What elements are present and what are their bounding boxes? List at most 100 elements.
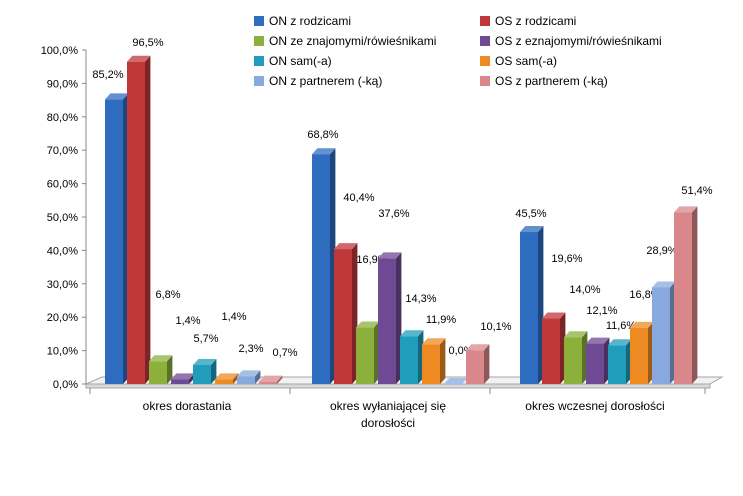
data-label: 11,9% xyxy=(426,314,457,326)
bar-top xyxy=(564,331,588,338)
bar-top xyxy=(466,344,490,351)
data-label: 1,4% xyxy=(221,311,246,323)
legend-label: ON ze znajomymi/rówieśnikami xyxy=(269,34,436,48)
bar-side xyxy=(692,206,698,384)
legend-label: OS z rodzicami xyxy=(495,14,576,28)
bar-top xyxy=(630,321,654,328)
y-tick-label: 20,0% xyxy=(47,312,78,324)
bar xyxy=(259,381,277,384)
bar xyxy=(444,384,462,385)
bar-side xyxy=(211,358,217,384)
bar-top xyxy=(237,370,261,377)
bar-top xyxy=(422,338,446,345)
bar-top xyxy=(378,252,402,259)
data-label: 45,5% xyxy=(515,208,546,220)
y-tick-label: 40,0% xyxy=(47,245,78,257)
bar xyxy=(586,343,604,384)
bar xyxy=(215,379,233,384)
bar-top xyxy=(400,330,424,337)
data-label: 0,7% xyxy=(272,347,297,359)
bar-side xyxy=(484,344,490,384)
y-tick-label: 30,0% xyxy=(47,279,78,291)
data-label: 40,4% xyxy=(343,192,374,204)
bar-top xyxy=(444,378,468,384)
y-tick-label: 90,0% xyxy=(47,78,78,90)
bar-top xyxy=(674,206,698,213)
bar xyxy=(312,154,330,384)
floor-edge xyxy=(85,383,711,389)
bar xyxy=(237,376,255,384)
data-label: 14,3% xyxy=(405,293,436,305)
data-label: 5,7% xyxy=(193,333,218,345)
bar-top xyxy=(105,93,129,100)
legend-swatch xyxy=(480,36,490,46)
bar-side xyxy=(145,55,151,384)
legend-label: ON z partnerem (-ką) xyxy=(269,74,382,88)
bar xyxy=(630,327,648,384)
bar xyxy=(652,287,670,384)
bar xyxy=(466,350,484,384)
legend-swatch xyxy=(254,76,264,86)
bar xyxy=(608,345,626,384)
bar-top xyxy=(356,321,380,328)
bar-top xyxy=(171,373,195,380)
bar-top xyxy=(542,312,566,319)
legend-label: OS z eznajomymi/rówieśnikami xyxy=(495,34,662,48)
data-label: 96,5% xyxy=(132,37,163,49)
bar xyxy=(334,249,352,384)
legend-label: ON z rodzicami xyxy=(269,14,351,28)
data-label: 28,9% xyxy=(646,245,677,257)
bar xyxy=(127,61,145,384)
bar xyxy=(105,99,123,384)
bar xyxy=(171,379,189,384)
bar-side xyxy=(167,355,173,384)
legend-swatch xyxy=(480,16,490,26)
bar-top xyxy=(215,373,239,380)
category-label: okres wyłaniającej się xyxy=(330,399,446,413)
y-tick-label: 60,0% xyxy=(47,179,78,191)
bar xyxy=(149,361,167,384)
data-label: 11,6% xyxy=(606,320,637,332)
legend-swatch xyxy=(480,76,490,86)
data-label: 10,1% xyxy=(480,321,511,333)
bar xyxy=(400,336,418,384)
category-label: okres wczesnej dorosłości xyxy=(525,399,664,413)
bar xyxy=(542,318,560,384)
bar xyxy=(193,364,211,384)
bar-side xyxy=(255,370,261,384)
bar-top xyxy=(652,281,676,288)
bar-side xyxy=(440,338,446,384)
data-label: 51,4% xyxy=(681,185,712,197)
legend-label: OS z partnerem (-ką) xyxy=(495,74,608,88)
bar xyxy=(564,337,582,384)
bar xyxy=(422,344,440,384)
y-tick-label: 50,0% xyxy=(47,212,78,224)
bar-top xyxy=(586,337,610,344)
y-tick-label: 0,0% xyxy=(53,379,78,391)
bar-top xyxy=(193,358,217,365)
data-label: 68,8% xyxy=(307,129,338,141)
bar-side xyxy=(233,373,239,384)
bar-top xyxy=(259,375,283,382)
category-label: dorosłości xyxy=(361,416,415,430)
bar xyxy=(520,232,538,384)
bar-top xyxy=(312,148,336,155)
bar xyxy=(378,258,396,384)
data-label: 14,0% xyxy=(569,284,600,296)
data-label: 12,1% xyxy=(586,305,617,317)
legend-label: OS sam(-a) xyxy=(495,54,557,68)
legend-swatch xyxy=(480,56,490,66)
data-label: 37,6% xyxy=(378,208,409,220)
bar-top xyxy=(608,339,632,346)
bar-top xyxy=(149,355,173,362)
y-tick-label: 80,0% xyxy=(47,112,78,124)
data-label: 19,6% xyxy=(551,253,582,265)
data-label: 85,2% xyxy=(92,69,123,81)
data-label: 1,4% xyxy=(175,315,200,327)
category-label: okres dorastania xyxy=(143,399,232,413)
y-tick-label: 70,0% xyxy=(47,145,78,157)
bar xyxy=(356,327,374,384)
legend-swatch xyxy=(254,56,264,66)
